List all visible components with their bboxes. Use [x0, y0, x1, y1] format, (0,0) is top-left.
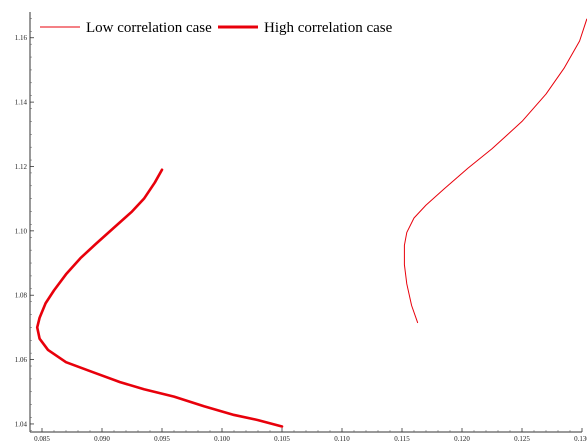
x-tick-label: 0.095 [154, 435, 170, 443]
legend-label-high: High correlation case [264, 20, 393, 36]
chart-ticks: 0.085 0.090 0.095 0.100 0.105 0.110 0.115 0.120… [15, 18, 587, 443]
x-tick-label: 0.100 [214, 435, 230, 443]
x-tick-label: 0.085 [34, 435, 50, 443]
y-tick-label: 1.08 [15, 292, 28, 300]
y-tick-label: 1.12 [15, 163, 28, 171]
series-line-low-correlation [403, 18, 587, 324]
series-line-high-correlation [35, 168, 284, 428]
x-tick-label: 0.125 [514, 435, 530, 443]
x-tick-label: 0.105 [274, 435, 290, 443]
y-tick-label: 1.06 [15, 356, 28, 364]
x-tick-label: 0.110 [334, 435, 350, 443]
y-tick-label: 1.04 [15, 420, 28, 428]
chart-axes [29, 12, 582, 433]
x-tick-label: 0.120 [454, 435, 470, 443]
y-tick-label: 1.16 [15, 34, 28, 42]
series-layer [35, 18, 587, 428]
x-tick-label: 0.130 [574, 435, 587, 443]
y-tick-label: 1.10 [15, 227, 28, 235]
y-tick-label: 1.14 [15, 99, 28, 107]
legend-label-low: Low correlation case [86, 20, 212, 36]
x-tick-label: 0.115 [394, 435, 410, 443]
chart-legend: Low correlation case High correlation ca… [40, 20, 393, 36]
x-tick-label: 0.090 [94, 435, 110, 443]
